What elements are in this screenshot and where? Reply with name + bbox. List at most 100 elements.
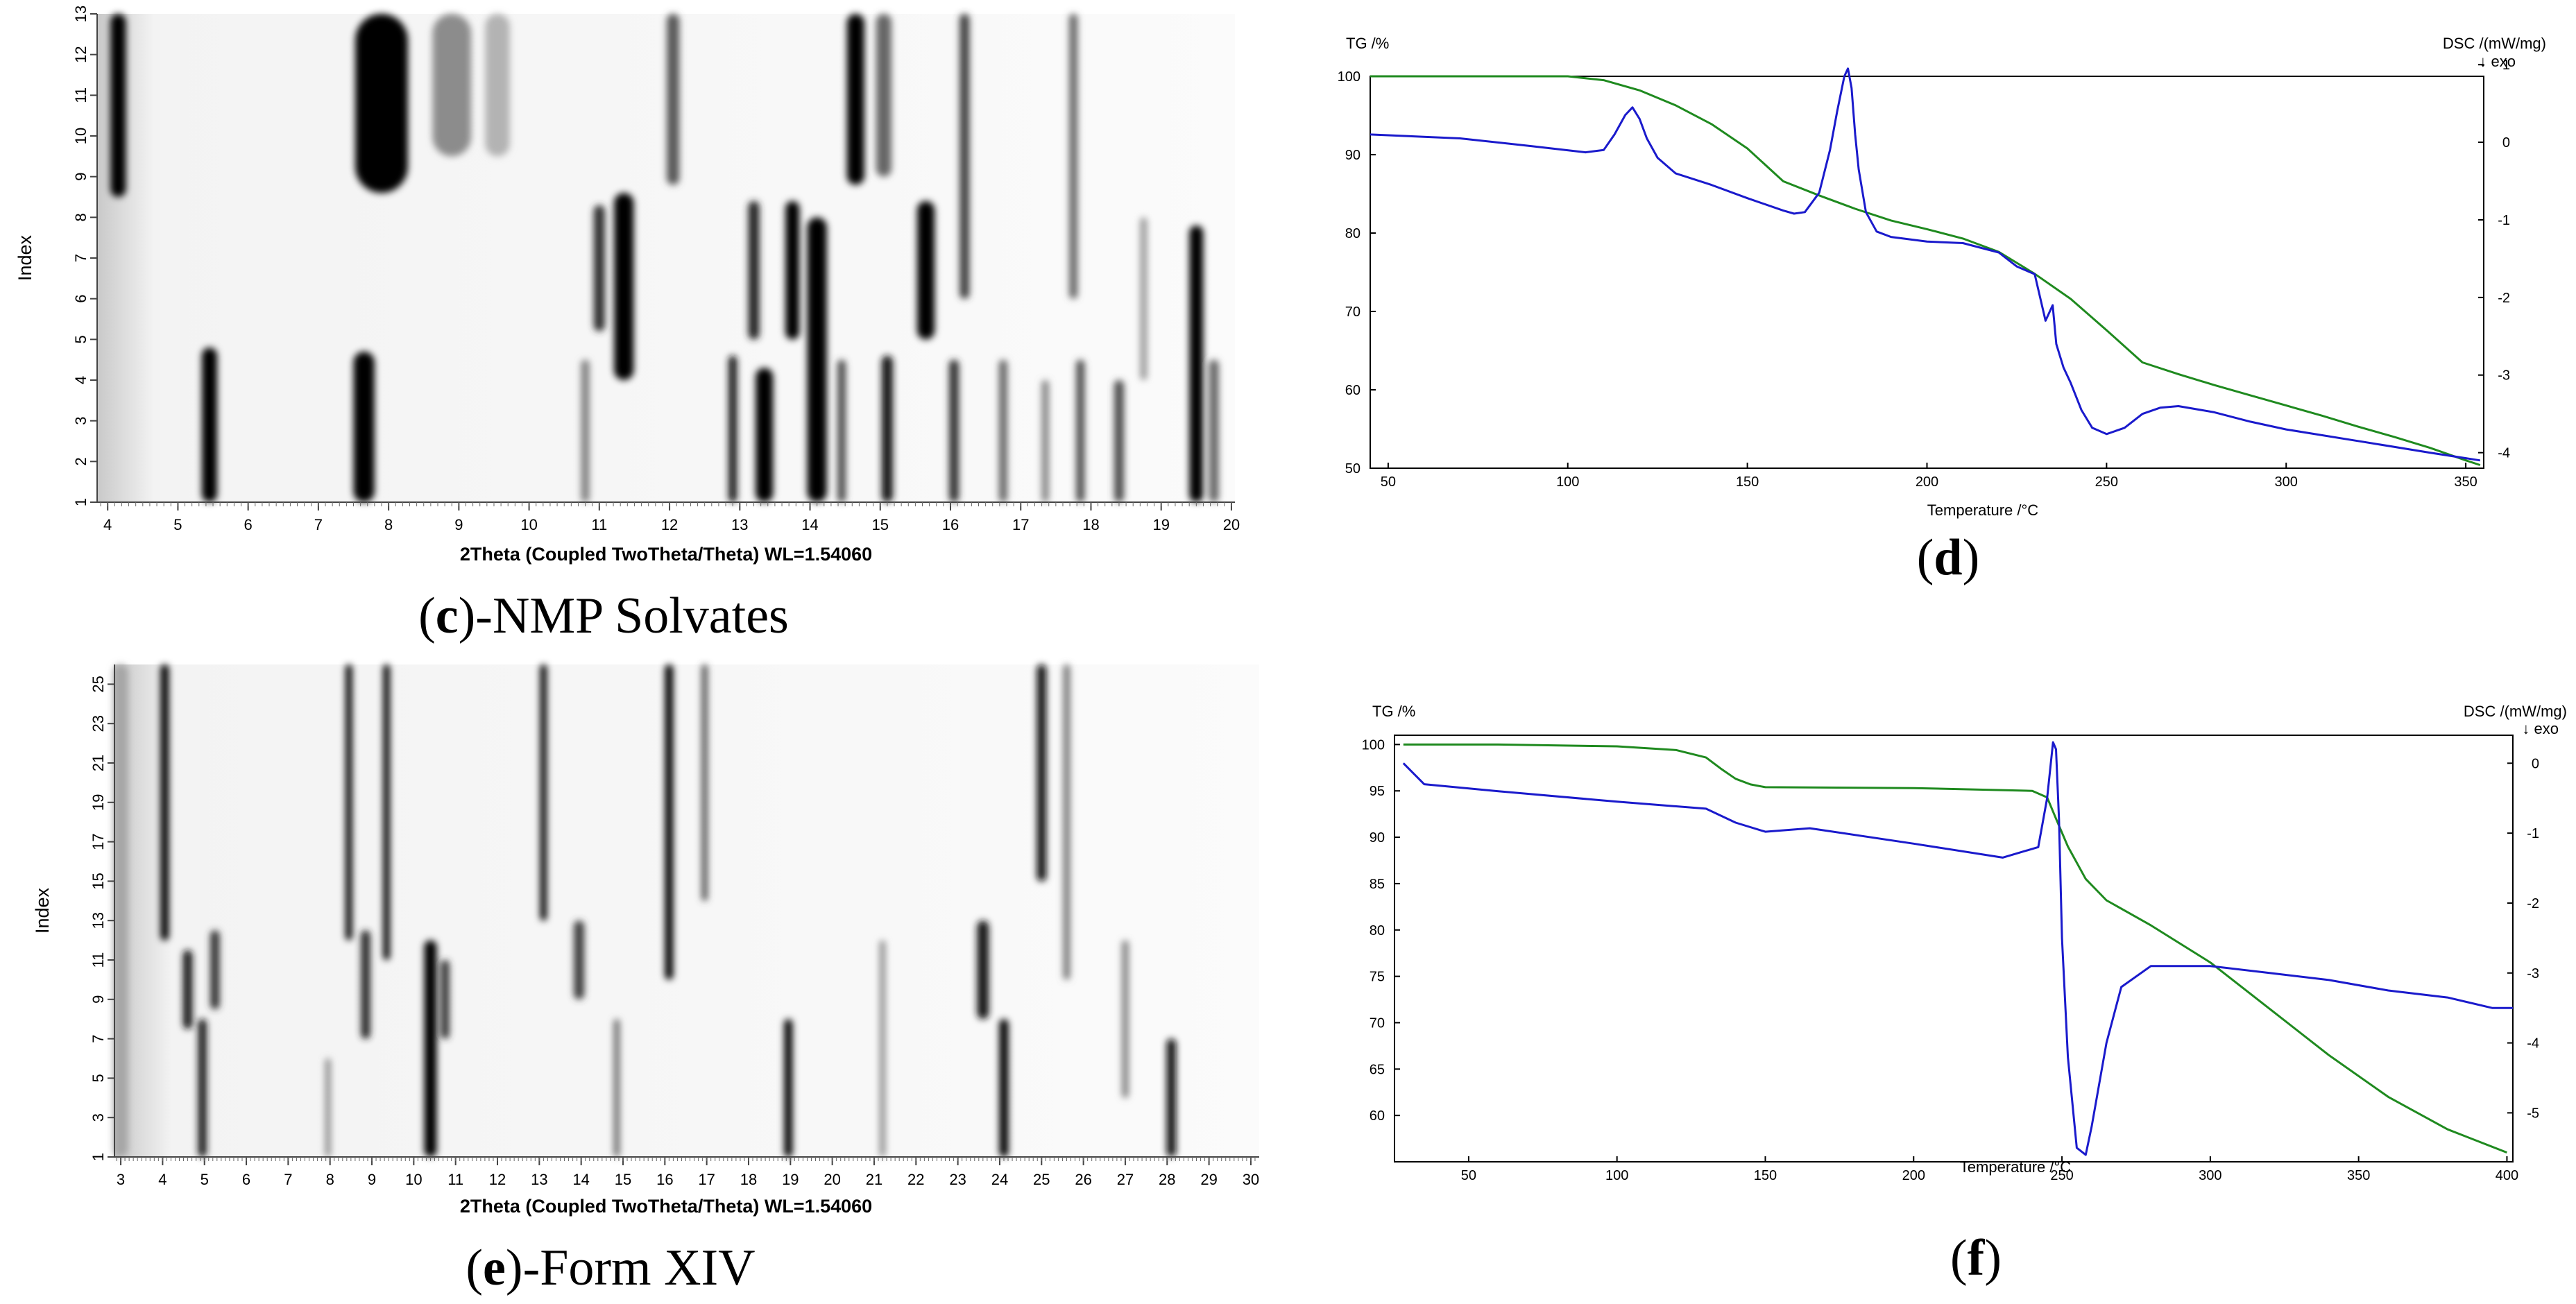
x-tick-label: 19 — [1152, 516, 1169, 533]
xrd-band — [485, 14, 510, 157]
y2-tick-labels: 1 0 -1 -2 -3 -4 — [2478, 58, 2510, 461]
xrd-band — [1140, 217, 1148, 380]
y-tick-label: 11 — [89, 952, 107, 968]
x-tick-label: 13 — [731, 516, 748, 533]
xrd-band — [614, 193, 634, 380]
plot-frame — [1394, 735, 2514, 1163]
x-tick-labels: 4 5 6 7 8 9 10 11 12 13 14 15 16 17 18 19 20 — [100, 502, 1240, 533]
y2-tick-label: -3 — [2527, 966, 2539, 981]
x-tick-label: 19 — [782, 1171, 799, 1188]
x-tick-labels: 50 100 150 200 250 300 350 — [1381, 463, 2477, 490]
y-axis-label: Index — [32, 887, 53, 934]
panel-c-xrd-nmp: 4 5 6 7 8 9 10 11 12 13 14 15 16 17 18 19 20 12345678910… — [15, 6, 1240, 644]
xrd-band — [1069, 14, 1078, 299]
x-tick-label: 28 — [1159, 1171, 1175, 1188]
panel-d-tg-dsc-nmp: 50 100 150 200 250 300 350 50 60 70 80 90 100 1 0 -1 -… — [1338, 35, 2546, 586]
xrd-bands — [113, 664, 1176, 1157]
xrd-band — [846, 14, 864, 185]
x-tick-label: 22 — [907, 1171, 924, 1188]
x-tick-label: 9 — [454, 516, 463, 533]
x-tick-label: 13 — [531, 1171, 547, 1188]
y-tick-label: 11 — [72, 87, 89, 103]
x-tick-label: 17 — [1012, 516, 1029, 533]
tg-curve — [1403, 743, 2507, 1153]
y-tick-label: 21 — [89, 755, 107, 771]
xrd-band — [432, 14, 472, 157]
x-tick-label: 30 — [1243, 1171, 1259, 1188]
y-tick-label: 7 — [72, 254, 89, 262]
x-tick-label: 16 — [656, 1171, 673, 1188]
plot-area — [114, 664, 1259, 1157]
x-tick-label: 14 — [801, 516, 818, 533]
xrd-band — [785, 200, 800, 340]
x-tick-label: 8 — [326, 1171, 334, 1188]
xrd-band — [1189, 225, 1204, 502]
x-tick-label: 350 — [2347, 1168, 2370, 1183]
y2-tick-label: -3 — [2498, 368, 2510, 384]
x-tick-label: 18 — [740, 1171, 757, 1188]
y-tick-label: 17 — [89, 833, 107, 850]
caption-text: -Form XIV — [523, 1239, 756, 1296]
xrd-band — [665, 664, 674, 980]
y2-tick-label: -1 — [2498, 213, 2510, 228]
xrd-band — [353, 351, 375, 502]
x-tick-label: 300 — [2199, 1168, 2221, 1183]
y-tick-label: 5 — [72, 335, 89, 343]
caption-letter: f — [1968, 1230, 1986, 1287]
y-axis-label: TG /% — [1372, 703, 1415, 720]
xrd-band — [999, 1019, 1009, 1157]
xrd-band — [748, 200, 760, 340]
y-tick-label: 13 — [89, 912, 107, 929]
y2-tick-label: -4 — [2527, 1036, 2539, 1052]
x-axis-label: Temperature /°C — [1960, 1158, 2072, 1176]
y-tick-label: 15 — [89, 873, 107, 889]
xrd-band — [201, 348, 218, 502]
caption-letter: e — [483, 1239, 506, 1296]
x-tick-label: 6 — [242, 1171, 250, 1188]
xrd-band — [113, 664, 128, 1157]
y2-tick-label: 1 — [2502, 58, 2510, 73]
xrd-band — [756, 368, 774, 502]
y-tick-label: 1 — [89, 1153, 107, 1161]
y-tick-label: 90 — [1345, 148, 1360, 163]
x-tick-label: 50 — [1461, 1168, 1476, 1183]
xrd-band — [581, 359, 590, 502]
y-tick-label: 23 — [89, 715, 107, 732]
x-tick-label: 8 — [384, 516, 393, 533]
y-tick-label: 4 — [72, 376, 89, 384]
y2-tick-label: -5 — [2527, 1106, 2539, 1121]
y-tick-label: 6 — [72, 295, 89, 303]
y2-tick-label: -1 — [2527, 826, 2539, 841]
x-tick-labels: 50 100 150 200 250 300 350 400 — [1461, 1156, 2518, 1183]
y-tick-label: 95 — [1370, 784, 1385, 799]
xrd-band — [346, 664, 352, 941]
x-tick-label: 14 — [572, 1171, 589, 1188]
x-tick-label: 10 — [405, 1171, 422, 1188]
x-tick-label: 50 — [1381, 474, 1396, 490]
y-tick-label: 60 — [1370, 1108, 1385, 1124]
y-tick-label: 12 — [72, 46, 89, 62]
x-tick-label: 7 — [284, 1171, 292, 1188]
x-tick-label: 5 — [201, 1171, 209, 1188]
x-tick-label: 20 — [1223, 516, 1240, 533]
xrd-band — [424, 940, 437, 1157]
x-tick-label: 250 — [2050, 1168, 2073, 1183]
y-tick-label: 5 — [89, 1074, 107, 1082]
panel-f-tg-dsc-form-xiv: 50 100 150 200 250 300 350 400 60 65 70 75 80 85 90 95… — [1362, 703, 2567, 1287]
x-tick-label: 9 — [368, 1171, 376, 1188]
x-tick-label: 18 — [1082, 516, 1099, 533]
y-tick-label: 50 — [1345, 461, 1360, 477]
y-tick-label: 25 — [89, 676, 107, 692]
x-tick-label: 7 — [314, 516, 323, 533]
y-axis-label: Index — [15, 234, 35, 281]
xrd-band — [110, 14, 126, 197]
xrd-band — [959, 14, 970, 299]
y-tick-label: 10 — [72, 128, 89, 144]
y-axis-label: TG /% — [1346, 35, 1389, 52]
plot-area — [97, 14, 1235, 502]
xrd-band — [574, 920, 585, 1000]
x-tick-label: 21 — [866, 1171, 882, 1188]
xrd-band — [1166, 1038, 1176, 1157]
